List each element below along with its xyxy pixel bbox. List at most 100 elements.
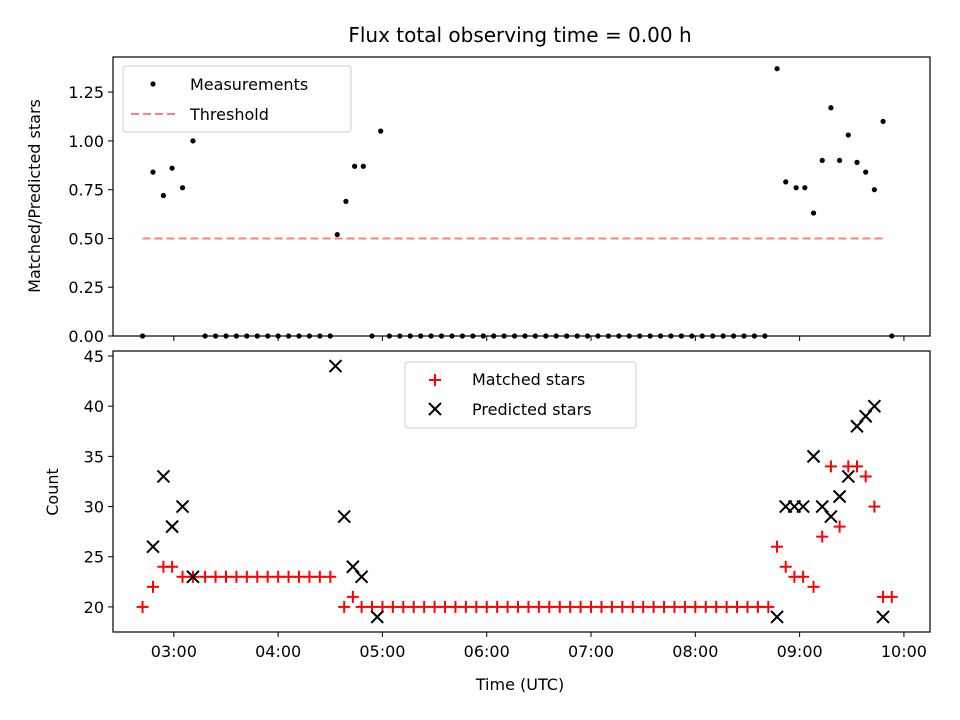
matched-star-point [386,600,399,613]
matched-star-point [501,600,514,613]
bottom-legend-box [404,361,637,429]
x-tick-label: 10:00 [881,642,927,661]
matched-star-point [850,460,863,473]
x-tick-label: 07:00 [568,642,614,661]
matched-star-point [240,570,253,583]
predicted-star-point [806,449,821,464]
matched-star-point [762,600,775,613]
matched-star-point [885,590,898,603]
matched-star-point [779,560,792,573]
matched-star-point [678,600,691,613]
predicted-star-point [328,359,343,373]
measurement-point [793,185,799,191]
legend-threshold-label: Threshold [189,105,269,124]
legend-measurements-label: Measurements [190,75,308,94]
matched-star-point [574,600,587,613]
measurement-point [880,118,886,124]
measurement-point [802,185,808,191]
predicted-star-point [354,570,369,584]
legend-predicted-label: Predicted stars [472,400,592,419]
x-tick-label: 08:00 [672,642,718,661]
matched-star-point [859,470,872,483]
predicted-star-point [867,399,882,413]
matched-star-point [251,570,264,583]
bottom-axes-frame [112,350,931,633]
matched-star-point [439,600,452,613]
matched-star-point [605,600,618,613]
measurement-point [378,128,384,134]
measurement-point [179,185,186,191]
matched-star-point [418,600,431,613]
matched-star-point [199,570,212,583]
predicted-star-point [841,469,856,484]
chart-title: Flux total observing time = 0.00 h [348,23,691,47]
matched-star-point [480,600,493,613]
bottom-y-tick-label: 40 [84,397,104,416]
legend-matched-label: Matched stars [472,370,585,389]
matched-star-point [272,570,285,583]
top-y-tick-label: 0.25 [68,278,104,297]
legend-measurements-marker [150,81,156,87]
matched-star-point [868,500,881,513]
predicted-star-point [770,610,784,624]
legend-predicted-marker [428,402,442,416]
bottom-y-tick-label: 35 [84,447,104,466]
measurement-point [352,163,358,169]
x-tick-label: 03:00 [151,642,197,661]
matched-star-point [626,600,639,613]
matched-star-point [303,570,316,583]
matched-star-point [338,600,351,613]
bottom-y-tick-label: 30 [84,498,104,517]
measurement-point [334,231,340,238]
matched-star-point [824,460,837,473]
measurement-point [828,105,834,111]
top-y-tick-label: 0.00 [68,327,104,346]
matched-star-point [459,600,472,613]
top-ticks: 0.00 0.25 0.50 0.75 1.00 1.25 [68,83,905,346]
matched-star-point [491,600,504,613]
matched-star-point [689,600,702,613]
top-panel: Flux total observing time = 0.00 h 0.00 0… [25,23,931,346]
x-tick-label: 09:00 [777,642,823,661]
measurement-point [360,163,366,169]
predicted-star-point [337,509,351,524]
measurement-point [150,169,156,175]
matched-star-point [428,600,441,613]
top-y-tick-label: 1.25 [68,83,104,102]
matched-star-point [553,600,566,613]
top-data-layer [139,66,895,339]
top-y-tick-label: 0.50 [68,229,104,248]
matched-star-point [261,570,274,583]
matched-star-point [816,530,829,543]
matched-star-point [282,570,295,583]
predicted-star-point [876,610,890,624]
matched-star-point [324,570,337,583]
top-y-axis-label: Matched/Predicted stars [25,99,44,293]
matched-star-point [637,600,650,613]
matched-star-point [146,580,159,593]
matched-star-point [136,600,149,613]
matched-star-point [699,600,712,613]
predicted-star-point [370,610,384,624]
measurement-point [819,157,825,164]
matched-star-point [807,580,820,593]
matched-star-point [470,600,483,613]
bottom-y-tick-label: 25 [84,548,104,567]
bottom-panel: 03:00 04:00 05:00 06:00 07:00 08:00 09:00 10:00… [43,347,931,694]
x-tick-label: 06:00 [464,642,510,661]
matched-star-point [564,600,577,613]
measurement-point [160,192,167,199]
matched-star-point [532,600,545,613]
top-axes-frame [112,56,931,337]
matched-star-point [741,600,754,613]
matched-star-point [355,600,368,613]
matched-star-point [543,600,556,613]
predicted-star-point [165,519,179,534]
predicted-star-point [796,499,810,514]
measurement-point [871,187,877,193]
predicted-star-point [156,469,171,484]
matched-star-point [522,600,535,613]
matched-star-point [668,600,681,613]
matched-star-point [710,600,723,613]
